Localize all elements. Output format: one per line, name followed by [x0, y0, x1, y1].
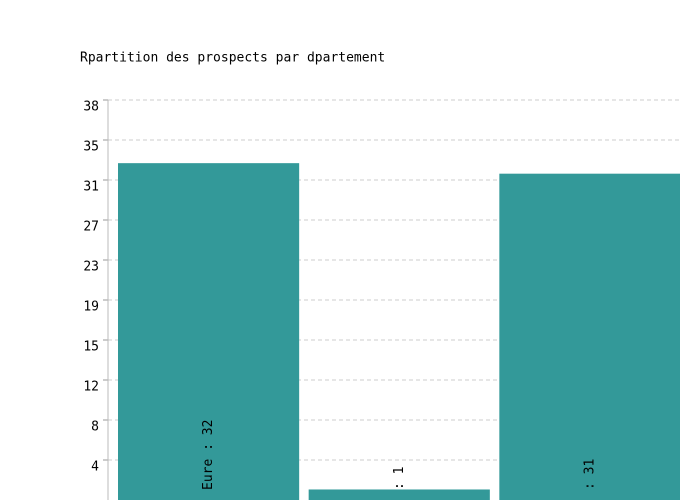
y-tick-label: 35: [83, 140, 99, 155]
y-tick-label: 8: [91, 420, 99, 435]
y-tick-label: 12: [83, 380, 99, 395]
value-label: : 1: [392, 467, 407, 490]
bar: [499, 173, 680, 500]
value-label: : 31: [582, 459, 597, 490]
y-tick-label: 4: [91, 460, 99, 475]
chart-title: Rpartition des prospects par dpartement: [80, 51, 385, 66]
bar: [308, 489, 490, 500]
y-tick-label: 27: [83, 220, 99, 235]
y-tick-label: 23: [83, 260, 99, 275]
bar: [118, 163, 300, 500]
value-label: Eure : 32: [201, 420, 216, 490]
y-tick-label: 19: [83, 300, 99, 315]
y-tick-label: 15: [83, 340, 99, 355]
y-tick-label: 31: [83, 180, 99, 195]
y-tick-label: 38: [83, 100, 99, 115]
